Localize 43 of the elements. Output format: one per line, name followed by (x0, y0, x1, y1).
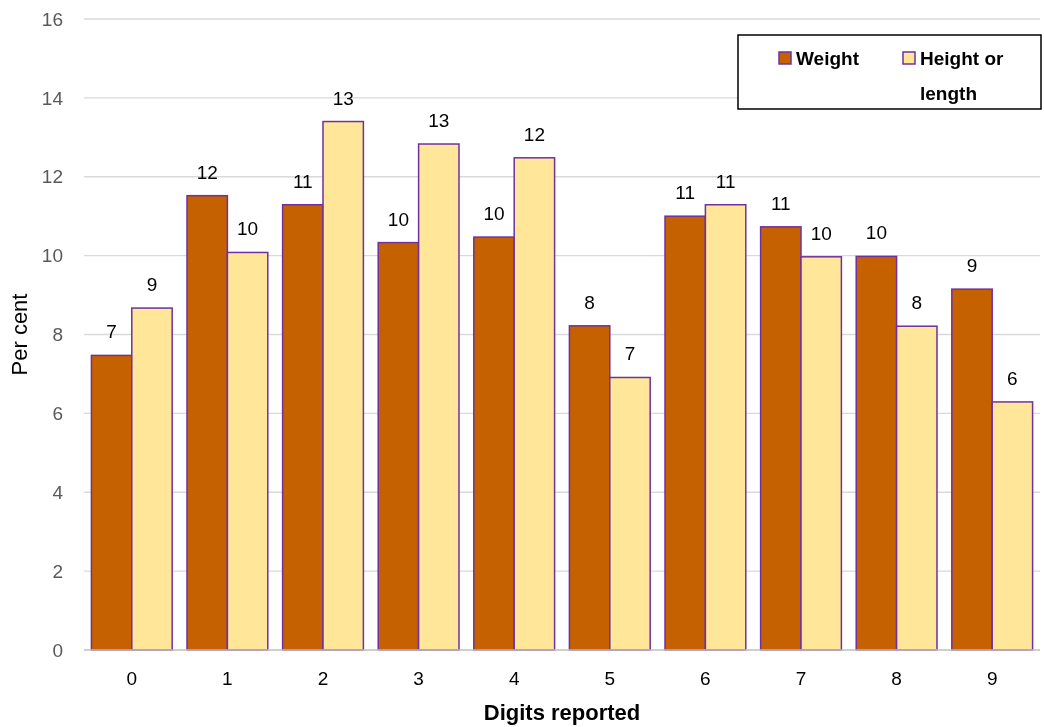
x-tick-label: 1 (222, 668, 233, 689)
y-tick-label: 2 (52, 560, 63, 582)
data-label: 12 (523, 123, 545, 145)
y-tick-label: 14 (41, 87, 64, 109)
legend-label: Height or length (920, 48, 1004, 104)
x-axis-title: Digits reported (483, 700, 641, 725)
data-label: 9 (146, 274, 158, 296)
x-tick-label: 7 (795, 668, 807, 689)
legend-label: Weight (796, 48, 860, 69)
data-label: 6 (1007, 367, 1018, 389)
y-tick-label: 4 (52, 481, 64, 503)
y-axis-title: Per cent (7, 293, 32, 376)
data-label: 13 (428, 110, 450, 132)
data-label: 13 (332, 87, 354, 109)
x-tick-label: 5 (604, 668, 616, 689)
x-tick-label: 2 (317, 668, 329, 689)
x-tick-label: 4 (508, 668, 520, 689)
data-label: 7 (106, 321, 117, 343)
y-tick-label: 0 (52, 639, 63, 661)
x-tick-label: 6 (700, 668, 711, 689)
data-label: 10 (865, 222, 887, 244)
data-label: 7 (624, 343, 636, 365)
data-label: 9 (966, 255, 978, 277)
data-label: 10 (810, 222, 832, 244)
data-label: 11 (770, 192, 791, 214)
data-label: 8 (911, 292, 923, 314)
data-label: 12 (196, 161, 218, 183)
x-tick-label: 0 (126, 668, 138, 689)
y-tick-label: 10 (41, 245, 63, 267)
data-label: 11 (675, 182, 696, 204)
x-tick-label: 3 (413, 668, 424, 689)
data-label: 10 (387, 208, 409, 230)
data-label: 10 (237, 218, 259, 240)
x-tick-label: 8 (891, 668, 902, 689)
data-label: 8 (584, 291, 595, 313)
y-tick-label: 6 (52, 403, 63, 425)
data-label: 11 (715, 170, 736, 192)
x-tick-label: 9 (986, 668, 998, 689)
data-label: 11 (292, 170, 313, 192)
y-tick-label: 12 (41, 166, 63, 188)
data-label: 10 (483, 203, 505, 225)
y-tick-label: 8 (52, 324, 63, 346)
y-tick-label: 16 (41, 8, 63, 30)
